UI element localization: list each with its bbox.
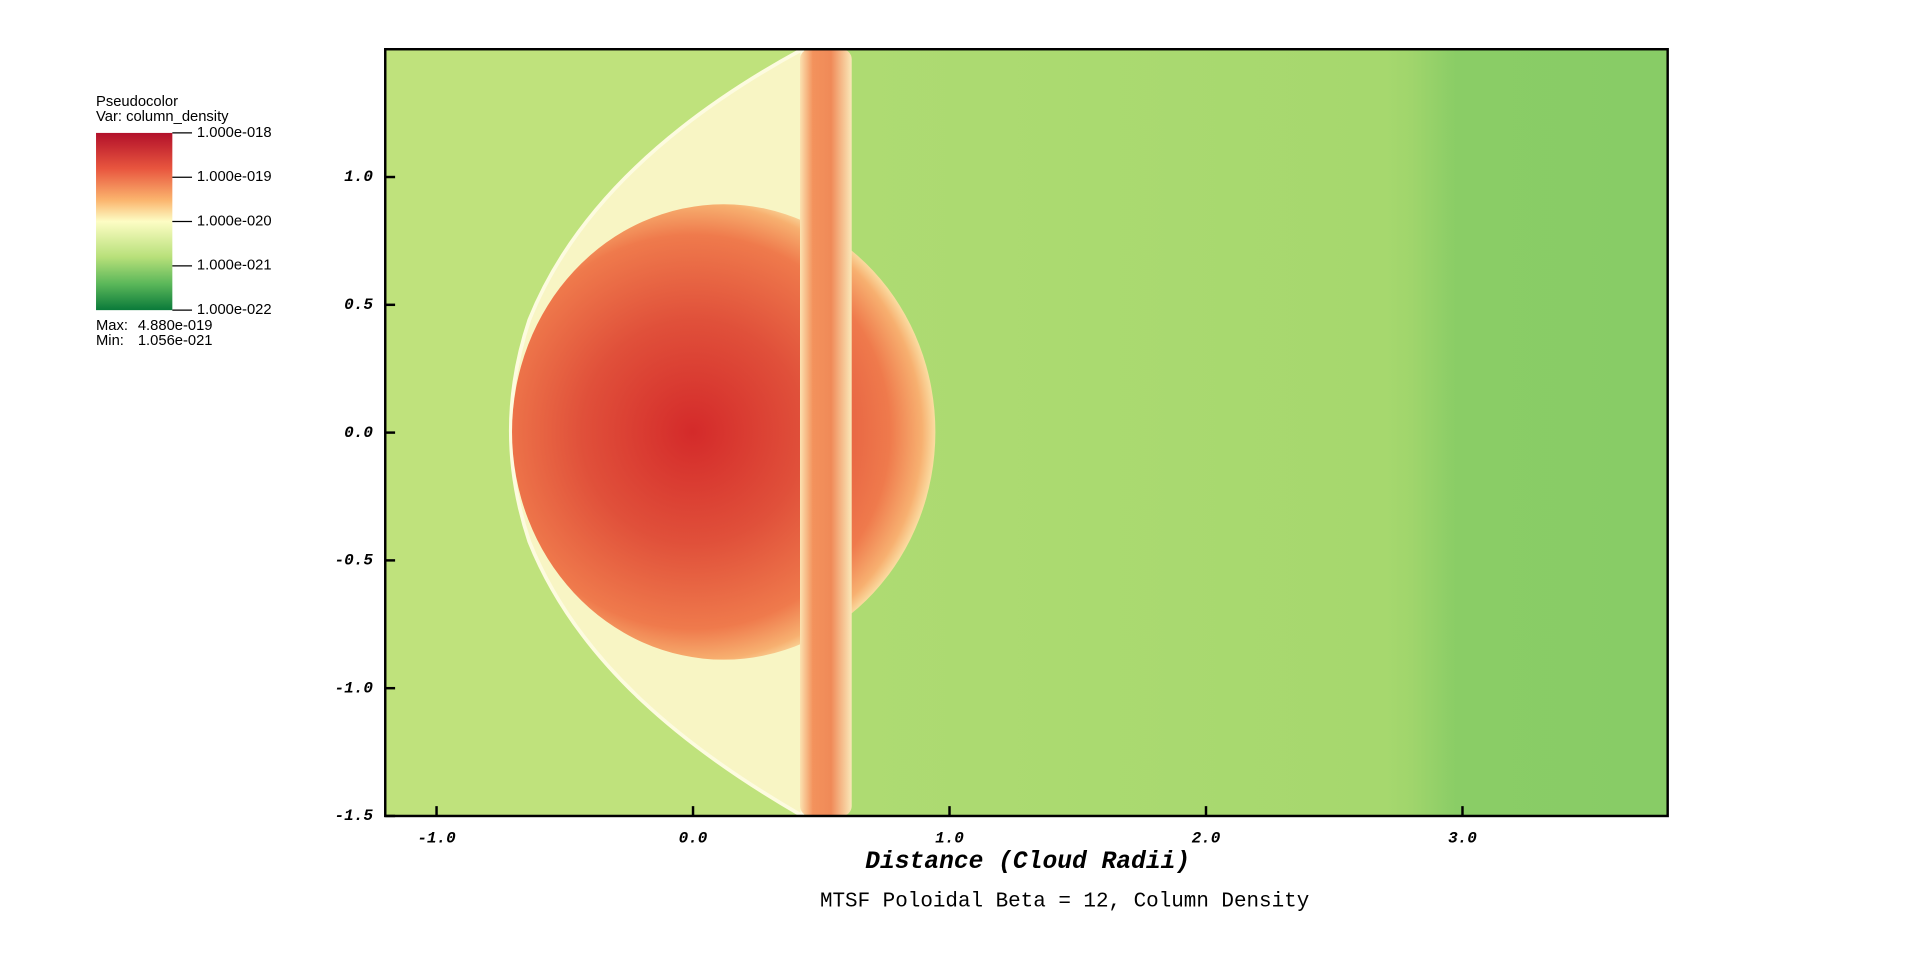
x-axis-label: Distance (Cloud Radii) xyxy=(865,849,1190,876)
colorbar-tick-label: 1.000e-021 xyxy=(197,258,272,274)
legend-max: 4.880e-019 xyxy=(138,318,213,334)
x-tick-label: -1.0 xyxy=(417,829,456,847)
legend-max-label: Max: xyxy=(96,318,128,334)
x-tick-label: 1.0 xyxy=(935,829,964,847)
colorbar-tick-label: 1.000e-022 xyxy=(197,302,272,318)
y-tick-label: 0.5 xyxy=(344,296,373,314)
y-tick-label: -0.5 xyxy=(335,552,374,570)
legend-plot: Pseudocolor xyxy=(96,94,178,110)
y-tick-label: -1.0 xyxy=(335,679,374,697)
legend-min-label: Min: xyxy=(96,333,124,349)
y-tick-label: 0.0 xyxy=(344,424,373,442)
x-tick-label: 2.0 xyxy=(1192,829,1221,847)
colorbar xyxy=(96,132,173,311)
chart-title: MTSF Poloidal Beta = 12, Column Density xyxy=(820,890,1309,913)
x-tick-label: 3.0 xyxy=(1448,829,1477,847)
y-tick-label: 1.0 xyxy=(344,168,373,186)
colorbar-tick-label: 1.000e-019 xyxy=(197,169,272,185)
legend-variable: Var: column_density xyxy=(96,109,229,125)
field-image xyxy=(385,49,1668,816)
colorbar-tick-label: 1.000e-020 xyxy=(197,213,272,229)
colorbar-tick-label: 1.000e-018 xyxy=(197,125,272,141)
y-tick-label: -1.5 xyxy=(335,807,374,825)
x-tick-label: 0.0 xyxy=(679,829,708,847)
legend-min: 1.056e-021 xyxy=(138,333,213,349)
